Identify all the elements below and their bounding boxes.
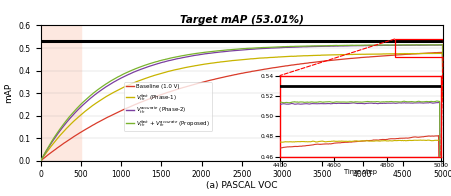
Legend: Baseline (1.0 V), $V_{th}^{fast}$ (Phase-1), $V_{th}^{accurate}$ (Phase-2), $V_{: Baseline (1.0 V), $V_{th}^{fast}$ (Phase… xyxy=(124,83,211,131)
Y-axis label: mAP: mAP xyxy=(4,83,13,103)
Bar xyxy=(41,25,81,161)
X-axis label: (a) PASCAL VOC: (a) PASCAL VOC xyxy=(206,181,277,190)
Bar xyxy=(394,39,442,57)
Title: Target mAP (53.01%): Target mAP (53.01%) xyxy=(179,15,303,25)
